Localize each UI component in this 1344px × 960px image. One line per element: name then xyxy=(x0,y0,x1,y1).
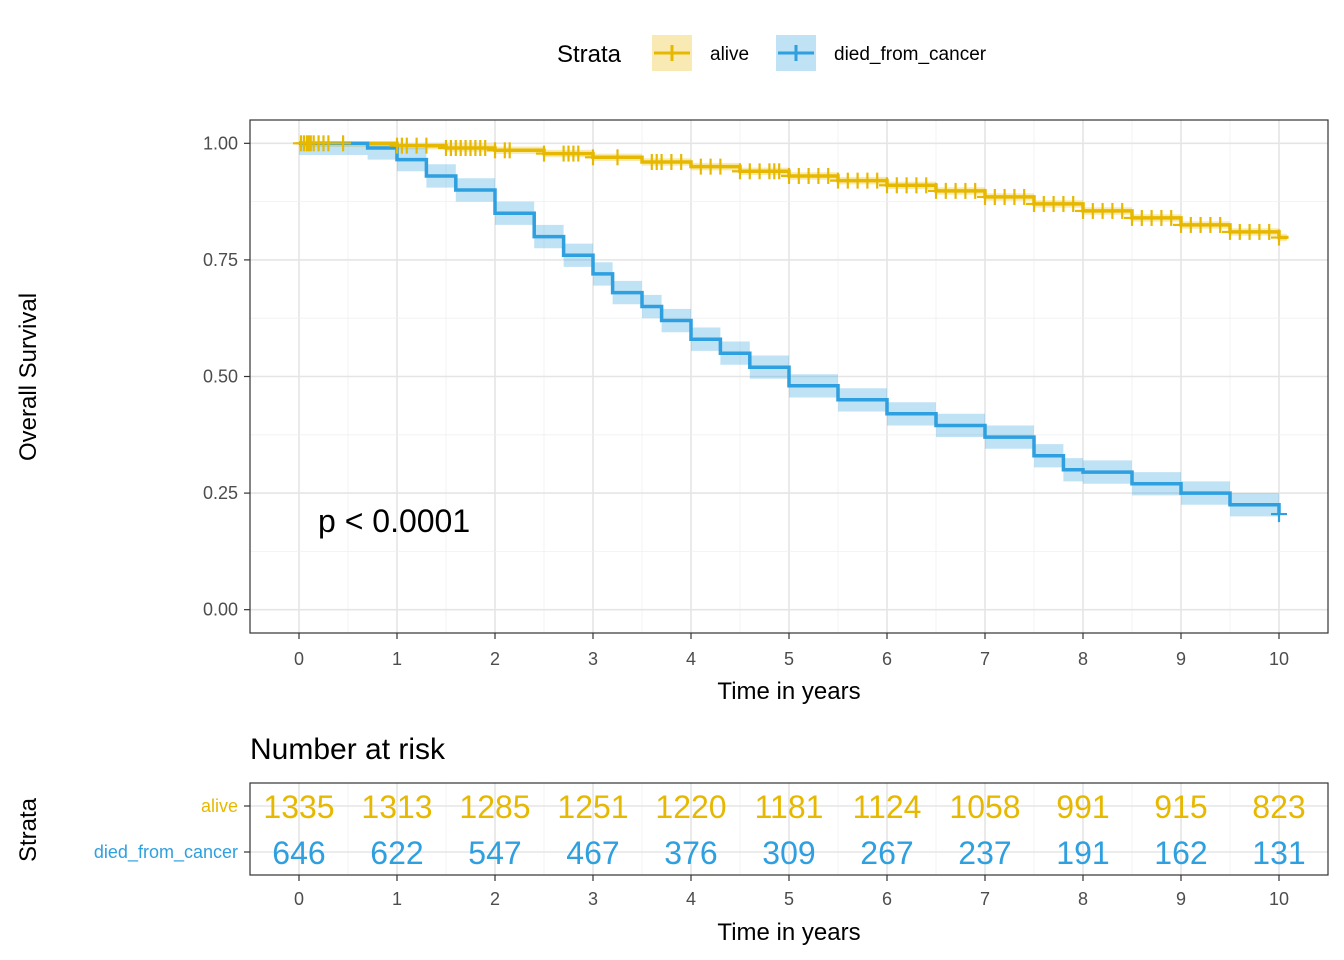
x-tick-label: 1 xyxy=(392,649,402,669)
risk-x-tick-label: 8 xyxy=(1078,889,1088,909)
x-tick-label: 5 xyxy=(784,649,794,669)
risk-table-title: Number at risk xyxy=(250,733,446,766)
risk-count-alive: 1313 xyxy=(361,789,432,825)
risk-count-alive: 991 xyxy=(1056,789,1109,825)
risk-x-tick-label: 0 xyxy=(294,889,304,909)
x-tick-label: 7 xyxy=(980,649,990,669)
x-axis-ticks: 0 1 2 3 4 5 6 7 8 9 10 xyxy=(294,633,1289,669)
risk-count-died-from-cancer: 467 xyxy=(566,835,619,871)
risk-table-rows: alive 1335 1313 1285 1251 1220 1181 1124 1058 991… xyxy=(94,789,1306,871)
risk-count-alive: 1181 xyxy=(755,789,824,825)
risk-count-died-from-cancer: 131 xyxy=(1252,835,1305,871)
risk-count-alive: 1058 xyxy=(949,789,1020,825)
y-tick-label: 0.75 xyxy=(203,250,238,270)
risk-x-tick-label: 5 xyxy=(784,889,794,909)
risk-count-died-from-cancer: 547 xyxy=(468,835,521,871)
y-tick-label: 1.00 xyxy=(203,133,238,153)
risk-count-alive: 1251 xyxy=(557,789,628,825)
survival-curves xyxy=(299,143,1287,514)
risk-count-died-from-cancer: 267 xyxy=(860,835,913,871)
x-tick-label: 0 xyxy=(294,649,304,669)
risk-count-died-from-cancer: 376 xyxy=(664,835,717,871)
legend-entry-died-from-cancer: died_from_cancer xyxy=(834,44,987,65)
y-tick-label: 0.00 xyxy=(203,600,238,620)
risk-x-tick-label: 9 xyxy=(1176,889,1186,909)
risk-count-died-from-cancer: 237 xyxy=(958,835,1011,871)
risk-count-alive: 915 xyxy=(1154,789,1207,825)
risk-x-tick-label: 10 xyxy=(1269,889,1289,909)
x-tick-label: 9 xyxy=(1176,649,1186,669)
legend-entry-alive: alive xyxy=(710,44,749,65)
risk-x-tick-label: 1 xyxy=(392,889,402,909)
risk-table-y-label: Strata xyxy=(15,797,42,862)
risk-table-x-ticks: 0 1 2 3 4 5 6 7 8 9 10 xyxy=(294,875,1289,909)
x-tick-label: 2 xyxy=(490,649,500,669)
risk-row-label-died-from-cancer: died_from_cancer xyxy=(94,842,238,863)
ci-band-alive xyxy=(299,143,1287,242)
legend: Strata alive died_from_cancer xyxy=(557,35,987,71)
risk-x-tick-label: 7 xyxy=(980,889,990,909)
censor-marks xyxy=(293,135,1287,522)
x-tick-label: 4 xyxy=(686,649,696,669)
y-axis-ticks: 0.00 0.25 0.50 0.75 1.00 xyxy=(203,133,250,619)
x-tick-label: 3 xyxy=(588,649,598,669)
risk-count-died-from-cancer: 309 xyxy=(762,835,815,871)
risk-count-alive: 823 xyxy=(1252,789,1305,825)
x-tick-label: 10 xyxy=(1269,649,1289,669)
risk-table-x-label: Time in years xyxy=(717,919,860,946)
legend-title: Strata xyxy=(557,41,622,68)
risk-count-died-from-cancer: 162 xyxy=(1154,835,1207,871)
risk-x-tick-label: 4 xyxy=(686,889,696,909)
y-tick-label: 0.50 xyxy=(203,367,238,387)
risk-count-alive: 1124 xyxy=(853,789,922,825)
risk-count-died-from-cancer: 191 xyxy=(1056,835,1109,871)
confidence-bands xyxy=(299,143,1287,525)
y-axis-label: Overall Survival xyxy=(15,293,42,461)
y-tick-label: 0.25 xyxy=(203,483,238,503)
p-value-annotation: p < 0.0001 xyxy=(318,503,470,539)
survival-curve-alive xyxy=(299,143,1287,239)
risk-count-alive: 1220 xyxy=(655,789,726,825)
x-tick-label: 6 xyxy=(882,649,892,669)
risk-x-tick-label: 3 xyxy=(588,889,598,909)
risk-count-died-from-cancer: 646 xyxy=(272,835,325,871)
risk-x-tick-label: 2 xyxy=(490,889,500,909)
risk-row-label-alive: alive xyxy=(201,796,238,816)
x-tick-label: 8 xyxy=(1078,649,1088,669)
risk-x-tick-label: 6 xyxy=(882,889,892,909)
risk-count-alive: 1285 xyxy=(459,789,530,825)
risk-count-died-from-cancer: 622 xyxy=(370,835,423,871)
risk-count-alive: 1335 xyxy=(263,789,334,825)
x-axis-label: Time in years xyxy=(717,678,860,705)
